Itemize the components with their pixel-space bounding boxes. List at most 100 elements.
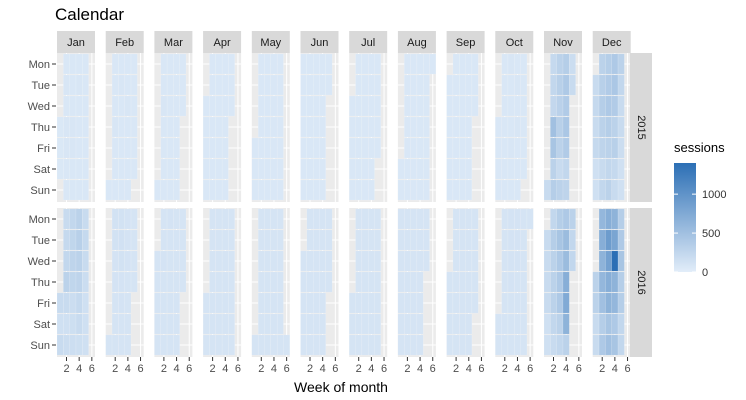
cell-2015-jan-thu-w5 xyxy=(82,116,89,138)
cell-2015-oct-tue-w2 xyxy=(501,74,509,96)
cell-2015-feb-mon-w2 xyxy=(111,53,119,75)
cell-2015-apr-wed-w1 xyxy=(202,95,210,117)
cell-2015-jun-thu-w1 xyxy=(300,116,308,138)
cell-2016-nov-tue-w4 xyxy=(562,229,570,251)
cell-2016-dec-sat-w2 xyxy=(598,313,606,335)
cell-2016-jan-mon-w4 xyxy=(75,208,83,230)
cell-2016-jul-wed-w4 xyxy=(368,250,375,272)
cell-2016-apr-wed-w4 xyxy=(221,250,229,272)
cell-2015-nov-sat-w3 xyxy=(556,158,564,180)
cell-2016-apr-mon-w4 xyxy=(221,208,229,230)
cell-2016-sep-mon-w3 xyxy=(459,208,466,230)
cell-2015-dec-sat-w2 xyxy=(598,158,606,180)
cell-2016-apr-sun-w5 xyxy=(228,334,235,356)
cell-2015-jul-fri-w4 xyxy=(368,137,375,159)
cell-2016-jun-sun-w4 xyxy=(319,334,327,356)
cell-2016-oct-wed-w4 xyxy=(514,250,521,272)
x-tick-label: 2 xyxy=(453,363,459,375)
cell-2015-sep-fri-w1 xyxy=(446,137,454,159)
cell-2015-mar-sun-w3 xyxy=(166,179,174,201)
cell-2015-nov-sat-w4 xyxy=(562,158,570,180)
cell-2016-may-thu-w4 xyxy=(270,271,278,293)
cell-2015-mar-wed-w4 xyxy=(173,95,180,117)
cell-2015-sep-tue-w5 xyxy=(471,74,479,96)
cell-2016-dec-thu-w4 xyxy=(611,271,619,293)
cell-2015-aug-sat-w2 xyxy=(404,158,411,180)
cell-2016-sep-wed-w2 xyxy=(452,250,460,272)
cell-2016-dec-fri-w2 xyxy=(598,292,606,314)
cell-2016-nov-sun-w1 xyxy=(543,334,551,356)
cell-2016-dec-sun-w1 xyxy=(592,334,600,356)
cell-2015-jan-thu-w3 xyxy=(69,116,77,138)
cell-2016-nov-sun-w2 xyxy=(550,334,557,356)
cell-2015-may-thu-w4 xyxy=(270,116,278,138)
cell-2016-aug-sun-w3 xyxy=(410,334,418,356)
cell-2015-aug-wed-w2 xyxy=(404,95,411,117)
cell-2015-sep-mon-w2 xyxy=(452,53,460,75)
cell-2016-jan-fri-w1 xyxy=(56,292,64,314)
cell-2016-jun-wed-w3 xyxy=(312,250,320,272)
strip-nov xyxy=(544,31,582,53)
cell-2015-sep-sat-w4 xyxy=(465,158,473,180)
cell-2016-jul-sun-w2 xyxy=(355,334,363,356)
cell-2015-jun-wed-w1 xyxy=(300,95,308,117)
cell-2015-jan-fri-w4 xyxy=(75,137,83,159)
cell-2015-aug-sun-w5 xyxy=(423,179,430,201)
cell-2016-jun-sun-w1 xyxy=(300,334,308,356)
cell-2015-feb-thu-w2 xyxy=(111,116,119,138)
cell-2015-oct-mon-w2 xyxy=(501,53,509,75)
x-tick-label: 4 xyxy=(174,363,180,375)
cell-2015-apr-tue-w3 xyxy=(215,74,223,96)
cell-2016-jun-sun-w2 xyxy=(306,334,314,356)
cell-2016-oct-wed-w2 xyxy=(501,250,509,272)
cell-2016-sep-mon-w5 xyxy=(471,208,479,230)
cell-2015-dec-mon-w4 xyxy=(611,53,619,75)
x-tick-label: 2 xyxy=(502,363,508,375)
cell-2016-apr-fri-w3 xyxy=(215,292,223,314)
cell-2016-oct-sun-w3 xyxy=(507,334,515,356)
cell-2016-jun-sat-w2 xyxy=(306,313,314,335)
cell-2015-nov-wed-w4 xyxy=(562,95,570,117)
cell-2016-oct-sat-w3 xyxy=(507,313,515,335)
cell-2016-dec-mon-w5 xyxy=(617,208,625,230)
cell-2015-nov-mon-w5 xyxy=(569,53,576,75)
cell-2015-nov-sun-w2 xyxy=(550,179,557,201)
cell-2016-sep-tue-w2 xyxy=(452,229,460,251)
cell-2015-mar-thu-w4 xyxy=(173,116,180,138)
cell-2016-mar-thu-w4 xyxy=(173,271,180,293)
cell-2016-dec-wed-w2 xyxy=(598,250,606,272)
cell-2015-may-thu-w3 xyxy=(264,116,271,138)
cell-2016-nov-sun-w3 xyxy=(556,334,564,356)
x-tick-label: 4 xyxy=(466,363,472,375)
cell-2016-sep-mon-w4 xyxy=(465,208,473,230)
cell-2015-aug-tue-w3 xyxy=(410,74,418,96)
cell-2016-oct-tue-w4 xyxy=(514,229,521,251)
cell-2016-aug-mon-w1 xyxy=(397,208,405,230)
cell-2016-may-fri-w5 xyxy=(276,292,284,314)
strip-label-jan: Jan xyxy=(67,37,85,49)
cell-2015-mar-tue-w5 xyxy=(179,74,187,96)
cell-2016-jan-fri-w2 xyxy=(63,292,70,314)
cell-2015-nov-sun-w4 xyxy=(562,179,570,201)
cell-2015-oct-thu-w2 xyxy=(501,116,509,138)
x-tick-label: 6 xyxy=(284,363,290,375)
cell-2016-nov-thu-w2 xyxy=(550,271,557,293)
cell-2016-oct-thu-w2 xyxy=(501,271,509,293)
cell-2016-jul-sun-w5 xyxy=(374,334,382,356)
cell-2015-jun-fri-w3 xyxy=(312,137,320,159)
cell-2016-jul-mon-w4 xyxy=(368,208,375,230)
legend-label: 500 xyxy=(702,228,720,240)
cell-2016-feb-mon-w2 xyxy=(111,208,119,230)
cell-2016-aug-sat-w1 xyxy=(397,313,405,335)
cell-2015-dec-fri-w2 xyxy=(598,137,606,159)
cell-2016-jun-thu-w4 xyxy=(319,271,327,293)
cell-2016-feb-tue-w2 xyxy=(111,229,119,251)
cell-2016-jul-fri-w4 xyxy=(368,292,375,314)
cell-2015-sep-mon-w5 xyxy=(471,53,479,75)
cell-2015-oct-fri-w5 xyxy=(520,137,528,159)
cell-2016-apr-thu-w3 xyxy=(215,271,223,293)
y-tick-label-mon: Mon xyxy=(29,214,50,226)
cell-2015-apr-tue-w4 xyxy=(221,74,229,96)
cell-2016-oct-wed-w5 xyxy=(520,250,528,272)
cell-2015-jul-fri-w3 xyxy=(361,137,369,159)
